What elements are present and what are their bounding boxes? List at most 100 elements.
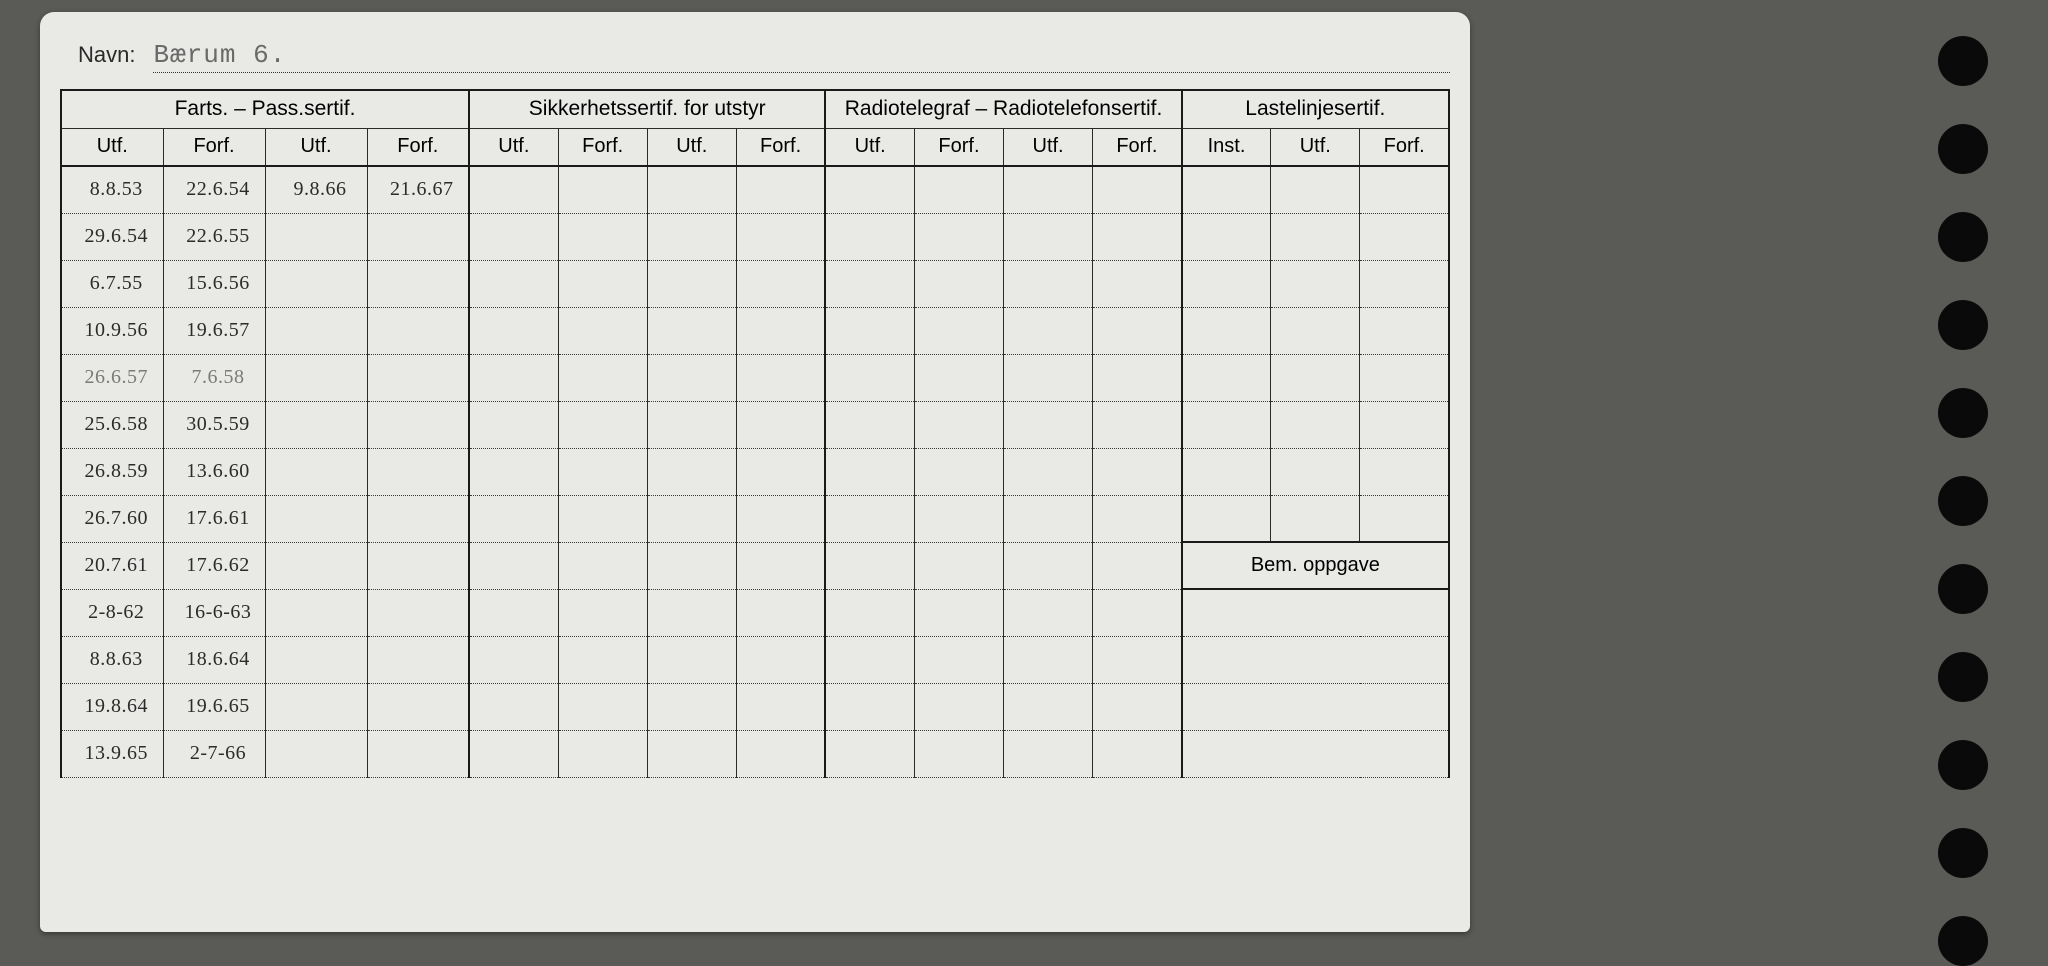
cell [367,354,469,401]
col-inst: Inst. [1182,128,1271,166]
cell: 26.8.59 [61,448,163,495]
cell [825,495,914,542]
cell [1004,636,1093,683]
binder-hole [1938,36,1988,86]
table-row: 8.8.6318.6.64 [61,636,1449,683]
cell [1004,683,1093,730]
cell [469,213,558,260]
navn-label: Navn: [78,42,135,68]
cell [825,307,914,354]
cell [469,589,558,636]
table-row: 13.9.652-7-66 [61,730,1449,777]
cell [367,683,469,730]
cell [1004,730,1093,777]
cell: 20.7.61 [61,542,163,589]
cell [1360,166,1449,213]
cell: 25.6.58 [61,401,163,448]
cell [647,448,736,495]
cell [914,542,1003,589]
cell [1004,542,1093,589]
cell [1271,495,1360,542]
binder-hole [1938,388,1988,438]
table-row: 25.6.5830.5.59 [61,401,1449,448]
cell [558,636,647,683]
cell [265,542,367,589]
cell [558,307,647,354]
cell [265,260,367,307]
col-utf: Utf. [265,128,367,166]
cell [647,354,736,401]
col-utf: Utf. [61,128,163,166]
binder-hole [1938,212,1988,262]
cell [265,401,367,448]
binder-hole [1938,300,1988,350]
cell [558,260,647,307]
cell [1093,448,1182,495]
cell [469,730,558,777]
cell [736,683,825,730]
cell: 17.6.62 [163,542,265,589]
cell [265,213,367,260]
cell [1360,495,1449,542]
cell [914,166,1003,213]
cell [736,401,825,448]
col-forf: Forf. [558,128,647,166]
cell [1093,542,1182,589]
cell [736,730,825,777]
cell [265,307,367,354]
cell [469,166,558,213]
cell [914,589,1003,636]
cell [469,448,558,495]
cell [1271,260,1360,307]
cell [1004,448,1093,495]
col-utf: Utf. [1004,128,1093,166]
cell [647,636,736,683]
table-row: 20.7.6117.6.62 Bem. oppgave [61,542,1449,589]
cell [1004,213,1093,260]
cell [1182,213,1271,260]
cell [825,260,914,307]
table-body: 8.8.5322.6.549.8.6621.6.6729.6.5422.6.55… [61,166,1449,777]
section-radio: Radiotelegraf – Radiotelefonsertif. [825,90,1181,128]
col-forf: Forf. [1093,128,1182,166]
cell [265,636,367,683]
cell [914,448,1003,495]
cell: 15.6.56 [163,260,265,307]
cell [914,307,1003,354]
cell: 21.6.67 [367,166,469,213]
cell [736,448,825,495]
cell [647,683,736,730]
cell [1271,307,1360,354]
cell: 6.7.55 [61,260,163,307]
cell [1004,307,1093,354]
cell: 8.8.63 [61,636,163,683]
cell [736,166,825,213]
cell [469,354,558,401]
cell: 13.6.60 [163,448,265,495]
cell [367,448,469,495]
cell [469,542,558,589]
cell: 2-8-62 [61,589,163,636]
cell [825,401,914,448]
cell [825,730,914,777]
cell [914,260,1003,307]
cell [1093,730,1182,777]
cell: 2-7-66 [163,730,265,777]
bem-oppgave-header: Bem. oppgave [1182,542,1449,589]
cell: 22.6.55 [163,213,265,260]
certificate-table: Farts. – Pass.sertif. Sikkerhetssertif. … [60,89,1450,778]
cell [1182,307,1271,354]
cell [265,448,367,495]
cell [914,683,1003,730]
binder-hole [1938,916,1988,966]
col-utf: Utf. [1271,128,1360,166]
binder-hole [1938,740,1988,790]
cell: 26.7.60 [61,495,163,542]
cell [265,354,367,401]
table-row: 29.6.5422.6.55 [61,213,1449,260]
bem-cell [1182,730,1449,777]
cell [367,213,469,260]
cell: 16-6-63 [163,589,265,636]
cell [1271,213,1360,260]
cell: 8.8.53 [61,166,163,213]
